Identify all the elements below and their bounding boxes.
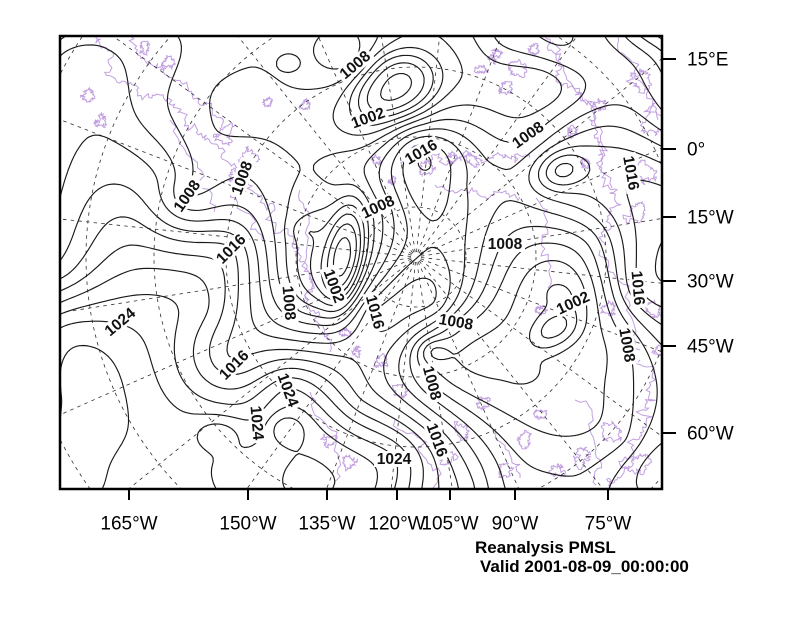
- svg-text:1016: 1016: [628, 270, 648, 306]
- svg-text:1024: 1024: [377, 451, 412, 468]
- svg-text:105°W: 105°W: [421, 514, 478, 535]
- svg-text:1008: 1008: [615, 327, 638, 364]
- svg-text:0°: 0°: [687, 140, 705, 161]
- svg-text:Valid 2001-08-09_00:00:00: Valid 2001-08-09_00:00:00: [480, 557, 689, 576]
- svg-text:1016: 1016: [619, 155, 642, 192]
- svg-text:Reanalysis PMSL: Reanalysis PMSL: [475, 538, 616, 557]
- svg-text:90°W: 90°W: [492, 514, 539, 535]
- svg-text:75°W: 75°W: [585, 514, 632, 535]
- svg-text:15°W: 15°W: [687, 208, 734, 229]
- svg-text:1024: 1024: [247, 405, 267, 441]
- svg-text:1008: 1008: [279, 285, 299, 321]
- svg-text:120°W: 120°W: [368, 514, 425, 535]
- svg-text:135°W: 135°W: [298, 514, 355, 535]
- svg-text:165°W: 165°W: [100, 514, 157, 535]
- svg-text:30°W: 30°W: [687, 272, 734, 293]
- svg-text:1008: 1008: [488, 236, 523, 253]
- svg-text:150°W: 150°W: [219, 514, 276, 535]
- svg-text:15°E: 15°E: [687, 50, 728, 71]
- svg-text:60°W: 60°W: [687, 424, 734, 445]
- svg-text:45°W: 45°W: [687, 337, 734, 358]
- svg-text:1008: 1008: [437, 311, 474, 334]
